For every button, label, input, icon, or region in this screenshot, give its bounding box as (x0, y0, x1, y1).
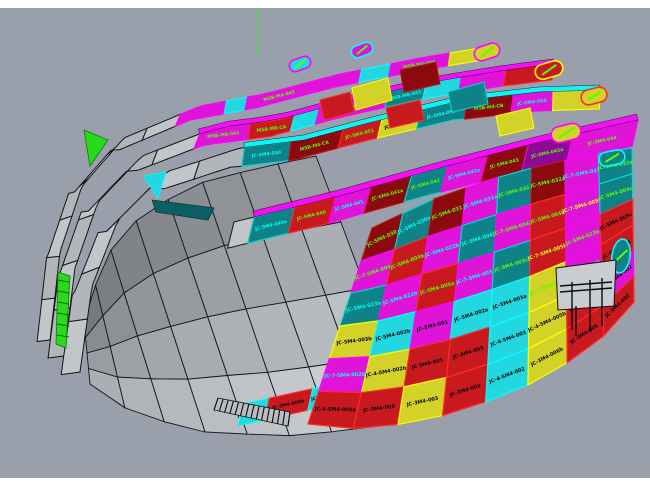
hatch-line (218, 398, 224, 412)
deck-end-cap[interactable] (350, 41, 375, 60)
highlight-slash (557, 126, 575, 139)
deck-end-cap[interactable] (610, 238, 633, 274)
hatch-line (250, 404, 255, 419)
hatch-line (229, 400, 234, 414)
frame-notch-panel[interactable] (555, 259, 617, 311)
deck-fragment-panel[interactable] (399, 61, 441, 93)
panel-label: M5B-M4-CB (474, 103, 505, 112)
highlight-tick (56, 279, 70, 283)
panel-label: JC-4-5M4-005b (314, 406, 357, 413)
hatch-line (266, 407, 270, 422)
hatch-line (239, 402, 245, 416)
panel-label: MSB-M4-046 (403, 59, 436, 70)
hatch-line (255, 405, 260, 420)
highlight-tick (56, 312, 70, 316)
highlight-tick (56, 301, 70, 305)
hatch-line (276, 409, 281, 424)
hatch-line (287, 411, 291, 427)
frame-edge-line (559, 287, 613, 293)
deck-end-cap[interactable] (288, 55, 313, 74)
hatch-line (261, 406, 265, 421)
hatch-line (271, 408, 276, 423)
plate-panel[interactable] (602, 274, 635, 338)
deck-end-cap[interactable] (533, 59, 564, 81)
deck-fragment-panel[interactable] (495, 107, 535, 137)
panel-label: JC-3M4-005 (362, 404, 396, 414)
hatch-line (245, 403, 250, 417)
deck-fragment-panel[interactable] (385, 99, 425, 129)
panel-label: MSB-M8-CA (256, 124, 287, 134)
highlight-slash (356, 44, 369, 55)
highlight-slash (614, 249, 628, 263)
deck-edge-strip (252, 113, 639, 218)
panel-label: JC-7-5M4-002b (323, 372, 366, 380)
highlight-slash (294, 58, 307, 69)
hatch-line (234, 401, 240, 415)
highlight-tick (56, 334, 70, 338)
highlight-slash (604, 152, 620, 163)
panel-label: JC-5M4-054 (516, 98, 547, 107)
deck-end-cap[interactable] (598, 148, 626, 168)
highlight-tick (56, 323, 70, 327)
selection-highlight-triangle[interactable] (83, 129, 109, 168)
frame-edge-line (559, 281, 613, 287)
deck-end-cap[interactable] (472, 41, 501, 62)
deck-end-cap[interactable] (550, 122, 583, 145)
highlight-slash (587, 90, 602, 102)
highlight-slash (541, 63, 557, 76)
hatch-line (224, 399, 229, 413)
highlight-slash (480, 46, 495, 58)
hatch-line (213, 397, 219, 411)
cyan-accent-panel[interactable] (142, 171, 167, 199)
deck-fragment-panel[interactable] (447, 81, 489, 113)
highlight-tick (56, 290, 70, 294)
panel-label: JC-5M4-003b (335, 336, 373, 347)
hatch-line (282, 410, 286, 425)
panel-label: JC-5M4-050 (250, 150, 281, 160)
deck-fragment-panel[interactable] (351, 77, 393, 111)
teal-accent-panel[interactable] (151, 199, 215, 221)
deck-fragment-panel[interactable] (319, 91, 355, 121)
panel-label: MSB-M8-041 (207, 130, 240, 140)
